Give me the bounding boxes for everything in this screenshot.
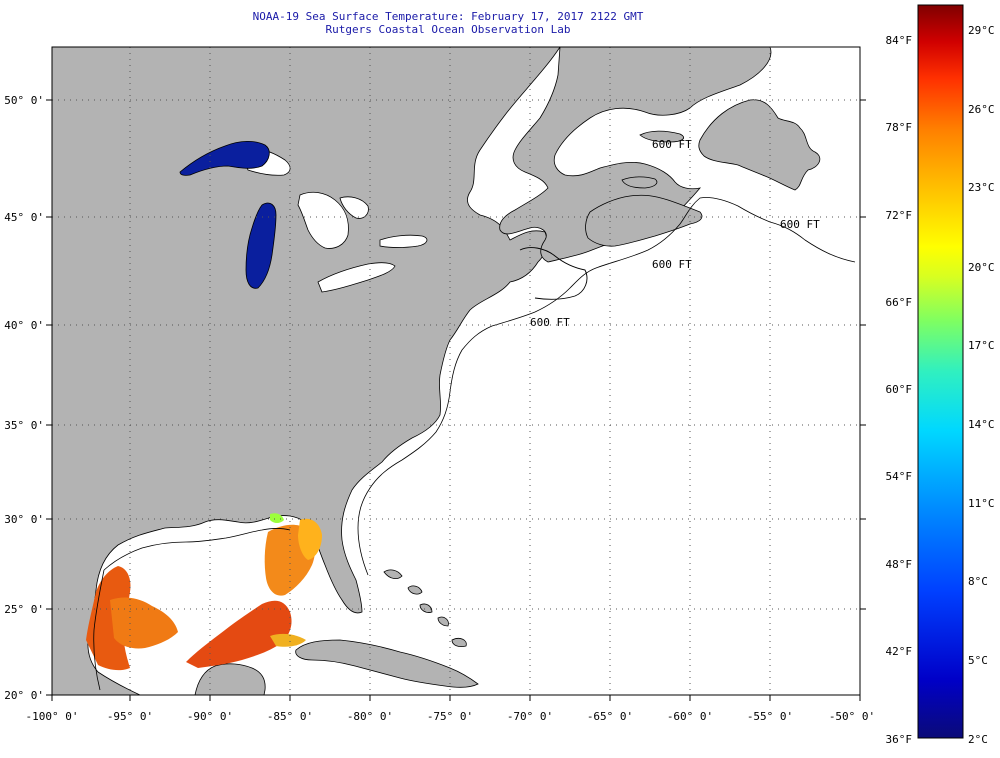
sst-patch-western-gulf — [86, 566, 131, 671]
isobath-label-3: 600 FT — [652, 258, 692, 271]
lat-label: 20° 0' — [4, 689, 44, 702]
lake-superior-sst — [179, 140, 270, 176]
sst-patch-loop-current — [186, 600, 292, 668]
gulf-of-maine-shelf — [519, 247, 588, 300]
lon-label: -100° 0' — [26, 710, 79, 723]
colorbar-c-label: 8°C — [968, 575, 988, 588]
map-title-line2: Rutgers Coastal Ocean Observation Lab — [325, 23, 570, 36]
anticosti-land — [639, 130, 684, 143]
colorbar-c-label: 17°C — [968, 339, 995, 352]
colorbar-f-label: 84°F — [886, 34, 913, 47]
sst-patch-central-gulf — [110, 597, 178, 649]
lat-label: 45° 0' — [4, 211, 44, 224]
sst-patch-shelf-cool — [270, 513, 284, 523]
colorbar-c-label: 2°C — [968, 733, 988, 746]
isobath-atlantic — [357, 197, 856, 576]
lat-label: 50° 0' — [4, 94, 44, 107]
pei-land — [621, 176, 658, 189]
colorbar-f-label: 48°F — [886, 558, 913, 571]
temperature-colorbar: 84°F 78°F 72°F 66°F 60°F 54°F 48°F 42°F … — [886, 4, 995, 746]
lon-label: -75° 0' — [427, 710, 473, 723]
colorbar-f-label: 72°F — [886, 209, 913, 222]
lon-label: -60° 0' — [667, 710, 713, 723]
sst-patch-straits — [270, 633, 306, 647]
isobath-label-4: 600 FT — [530, 316, 570, 329]
colorbar-f-label: 36°F — [886, 733, 913, 746]
yucatan-land — [194, 663, 266, 695]
lon-label: -80° 0' — [347, 710, 393, 723]
graticule — [52, 47, 860, 695]
isobath-gulf — [103, 528, 291, 571]
longitude-labels: -100° 0' -95° 0' -90° 0' -85° 0' -80° 0'… — [26, 710, 876, 723]
map-title-line1: NOAA-19 Sea Surface Temperature: Februar… — [253, 10, 644, 23]
lon-label: -95° 0' — [107, 710, 153, 723]
colorbar-f-label: 60°F — [886, 383, 913, 396]
georgian-bay — [339, 196, 369, 219]
sst-patch-florida-shelf — [298, 518, 322, 560]
colorbar-c-label: 26°C — [968, 103, 995, 116]
newfoundland-land — [698, 99, 821, 191]
colorbar-c-label: 29°C — [968, 24, 995, 37]
lon-label: -90° 0' — [187, 710, 233, 723]
colorbar-c-label: 11°C — [968, 497, 995, 510]
lon-label: -85° 0' — [267, 710, 313, 723]
lat-label: 40° 0' — [4, 319, 44, 332]
lat-label: 35° 0' — [4, 419, 44, 432]
colorbar-c-label: 20°C — [968, 261, 995, 274]
axis-ticks — [46, 99, 866, 701]
lat-label: 25° 0' — [4, 603, 44, 616]
map-frame — [51, 46, 861, 696]
colorbar-f-label: 54°F — [886, 470, 913, 483]
colorbar-f-label: 42°F — [886, 645, 913, 658]
lake-huron — [297, 191, 349, 249]
colorbar-c-label: 23°C — [968, 181, 995, 194]
isobath-gulf-west — [93, 569, 105, 691]
colorbar-f-label: 66°F — [886, 296, 913, 309]
map-plot-area: 600 FT 600 FT 600 FT 600 FT — [52, 47, 860, 695]
colorbar-c-label: 14°C — [968, 418, 995, 431]
colorbar-c-label: 5°C — [968, 654, 988, 667]
cuba-land — [295, 639, 479, 688]
nova-scotia-land — [585, 194, 703, 247]
north-america-land — [52, 47, 561, 695]
colorbar-f-label: 78°F — [886, 121, 913, 134]
lake-michigan-sst — [245, 202, 277, 289]
lon-label: -65° 0' — [587, 710, 633, 723]
bahamas-land — [383, 569, 467, 648]
lon-label: -70° 0' — [507, 710, 553, 723]
lon-label: -50° 0' — [829, 710, 875, 723]
lake-erie — [317, 262, 396, 293]
lake-ontario — [379, 234, 428, 248]
lat-label: 30° 0' — [4, 513, 44, 526]
isobath-label-2: 600 FT — [780, 218, 820, 231]
colorbar-gradient — [917, 4, 964, 739]
lon-label: -55° 0' — [747, 710, 793, 723]
latitude-labels: 50° 0' 45° 0' 40° 0' 35° 0' 30° 0' 25° 0… — [4, 94, 44, 702]
isobath-label-1: 600 FT — [652, 138, 692, 151]
